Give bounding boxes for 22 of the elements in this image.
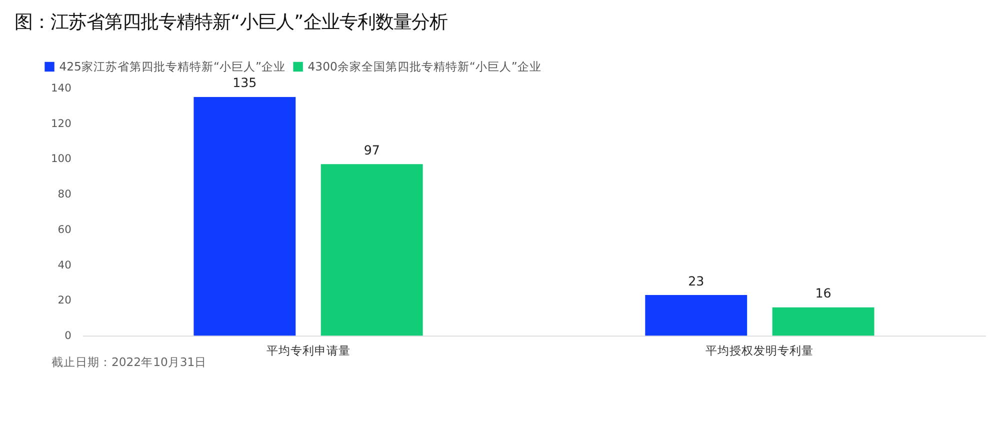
y-tick-label: 0 [64, 329, 72, 342]
chart-title: 图：江苏省第四批专精特新“小巨人”企业专利数量分析 [14, 12, 448, 33]
bar [645, 295, 748, 336]
bar [772, 307, 874, 336]
x-tick-label: 平均授权发明专利量 [706, 344, 814, 358]
y-tick-label: 60 [58, 222, 72, 236]
data-label: 135 [232, 75, 257, 90]
bar [194, 96, 296, 336]
y-tick-label: 20 [58, 294, 72, 307]
y-tick-label: 100 [51, 152, 72, 166]
data-label: 16 [815, 286, 832, 301]
data-label: 23 [688, 273, 704, 288]
bar [320, 164, 423, 336]
data-label: 97 [364, 142, 380, 158]
legend-label: 425家江苏省第四批专精特新“小巨人”企业 [59, 60, 286, 74]
y-tick-label: 40 [58, 258, 72, 272]
y-tick-label: 140 [51, 82, 72, 94]
y-tick-label: 120 [51, 116, 72, 130]
text: 截止日期：2022年10月31日 [51, 354, 207, 369]
x-tick-label: 平均专利申请量 [266, 344, 350, 358]
y-tick-label: 80 [58, 188, 72, 201]
legend-label: 4300余家全国第四批专精特新“小巨人”企业 [308, 60, 542, 74]
